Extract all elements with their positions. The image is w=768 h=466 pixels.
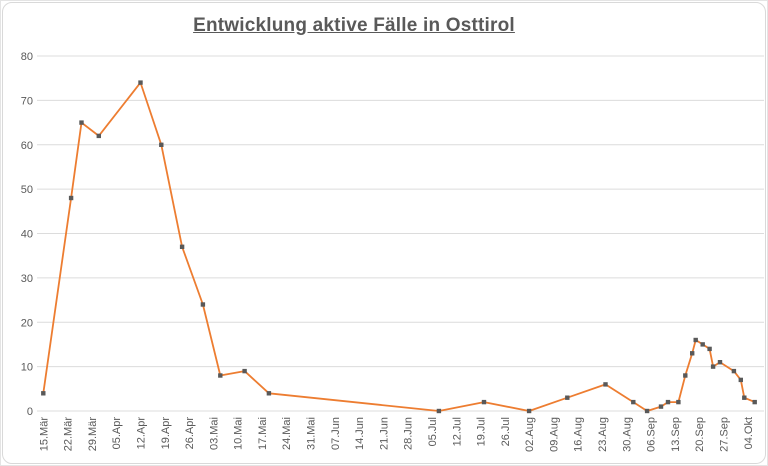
x-tick-label: 30.Aug (621, 417, 633, 452)
y-tick-label: 30 (21, 273, 33, 285)
x-tick-label: 22.Mär (63, 417, 75, 452)
y-tick-label: 0 (27, 406, 33, 418)
x-tick-label: 03.Mai (208, 417, 220, 450)
y-tick-label: 40 (21, 229, 33, 241)
x-tick-label: 21.Jun (378, 417, 390, 450)
data-point-marker (481, 399, 487, 405)
data-point-marker (242, 368, 247, 374)
data-point-marker (752, 399, 757, 405)
data-point-marker (526, 408, 532, 414)
data-point-marker (738, 377, 743, 383)
x-tick-label: 13.Sep (670, 417, 682, 452)
x-tick-label: 12.Apr (136, 417, 148, 450)
data-point-marker (707, 346, 712, 352)
x-tick-label: 17.Mai (257, 417, 269, 450)
x-tick-label: 24.Mai (281, 417, 293, 450)
data-point-marker (266, 391, 272, 396)
x-tick-label: 07.Jun (330, 417, 342, 450)
x-tick-label: 26.Apr (184, 417, 196, 450)
x-tick-label: 26.Jul (500, 417, 512, 446)
data-point-marker (68, 195, 74, 201)
series-line (42, 81, 756, 412)
data-point-marker (218, 373, 223, 378)
x-tick-label: 19.Apr (160, 417, 172, 450)
x-tick-label: 05.Apr (111, 417, 123, 450)
y-tick-label: 10 (21, 362, 33, 374)
x-tick-label: 28.Jun (403, 417, 415, 450)
data-point-marker (658, 404, 664, 409)
x-tick-label: 16.Aug (573, 417, 585, 452)
x-tick-label: 12.Jul (451, 417, 463, 446)
x-tick-label: 23.Aug (597, 417, 609, 452)
x-tick-label: 14.Jun (354, 417, 366, 450)
data-point-marker (179, 244, 185, 249)
data-point-marker (41, 391, 46, 396)
y-tick-label: 60 (21, 140, 33, 152)
data-point-marker (96, 133, 101, 139)
data-point-marker (683, 373, 688, 378)
data-point-marker (676, 399, 681, 405)
x-tick-label: 09.Aug (548, 417, 560, 452)
x-tick-label: 29.Mär (87, 417, 99, 452)
data-point-marker (631, 399, 636, 405)
data-point-marker (693, 337, 698, 343)
data-point-marker (742, 395, 747, 400)
data-point-marker (138, 80, 143, 85)
data-point-marker (200, 302, 206, 307)
data-point-marker (565, 395, 570, 400)
x-tick-label: 15.Mär (38, 417, 50, 452)
x-tick-label: 02.Aug (524, 417, 536, 452)
x-tick-label: 19.Jul (476, 417, 488, 446)
data-point-marker (731, 368, 737, 374)
y-tick-label: 80 (21, 51, 33, 63)
data-point-marker (79, 120, 84, 125)
x-tick-label: 27.Sep (719, 417, 731, 452)
data-point-marker (690, 351, 695, 356)
y-tick-label: 20 (21, 317, 33, 329)
data-point-marker (159, 142, 164, 147)
x-tick-label: 06.Sep (646, 417, 658, 452)
x-tick-label: 31.Mai (306, 417, 318, 450)
data-point-marker (436, 408, 442, 414)
x-tick-label: 05.Jul (427, 417, 439, 446)
data-point-marker (717, 360, 723, 365)
x-tick-label: 04.Okt (743, 417, 755, 449)
data-point-marker (644, 408, 650, 414)
data-point-marker (603, 382, 608, 387)
y-tick-label: 50 (21, 184, 33, 196)
x-tick-label: 10.Mai (233, 417, 245, 450)
y-tick-label: 70 (21, 95, 33, 107)
data-point-marker (710, 364, 716, 369)
x-tick-label: 20.Sep (694, 417, 706, 452)
chart-title: Entwicklung aktive Fälle in Osttirol (193, 15, 515, 36)
data-point-marker (665, 399, 671, 405)
data-point-marker (700, 342, 705, 347)
